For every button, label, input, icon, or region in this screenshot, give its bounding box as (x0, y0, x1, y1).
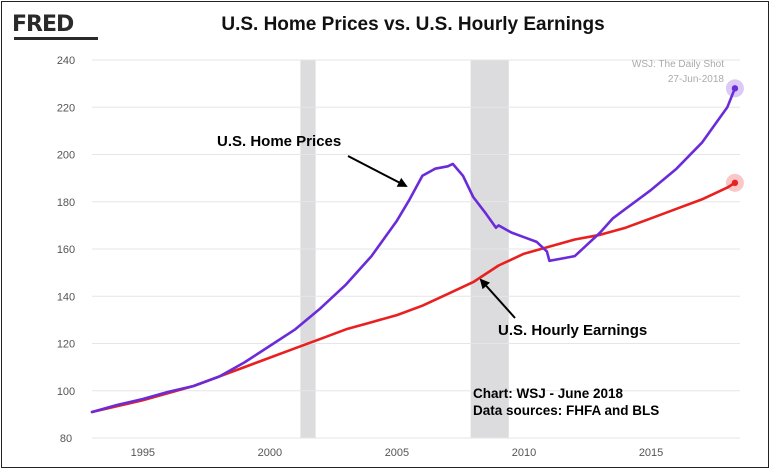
home-prices-arrow (347, 155, 408, 187)
hourly-earnings-label: U.S. Hourly Earnings (498, 322, 647, 339)
x-tick-label-2000: 2000 (258, 447, 282, 459)
data-sources-note: Data sources: FHFA and BLS (473, 403, 659, 418)
home-prices-end-point (731, 85, 739, 92)
x-tick-label-2015: 2015 (639, 447, 663, 459)
chart-title: U.S. Home Prices vs. U.S. Hourly Earning… (221, 14, 605, 35)
watermark-date: 27-Jun-2018 (668, 74, 725, 85)
y-tick-label-80: 80 (60, 433, 72, 445)
hourly-earnings-arrow (479, 278, 516, 319)
fred-logo: FRED (12, 12, 74, 37)
x-axis-ticks: 1995 2000 2005 2010 2015 (131, 447, 664, 459)
y-tick-label-120: 120 (57, 339, 75, 351)
fred-logo-underline (14, 37, 98, 40)
series-lines (90, 87, 737, 414)
hourly-earnings-end-point (731, 179, 739, 187)
chart-source-credit: Chart: WSJ - June 2018 (473, 386, 624, 401)
y-tick-label-140: 140 (57, 291, 75, 303)
y-tick-label-240: 240 (57, 55, 75, 67)
x-tick-label-1995: 1995 (131, 447, 155, 459)
y-axis-ticks: 80 100 120 140 160 180 200 220 240 (57, 55, 75, 445)
y-tick-label-160: 160 (57, 244, 75, 256)
x-tick-label-2005: 2005 (385, 447, 409, 459)
home-prices-line (90, 87, 737, 414)
gridlines (92, 59, 740, 439)
watermark-source: WSJ: The Daily Shot (632, 59, 724, 70)
y-tick-label-200: 200 (57, 150, 75, 162)
y-tick-label-100: 100 (57, 386, 75, 398)
home-prices-label: U.S. Home Prices (217, 133, 341, 150)
hourly-earnings-line (90, 181, 737, 414)
y-tick-label-220: 220 (57, 102, 75, 114)
y-tick-label-180: 180 (57, 197, 75, 209)
x-tick-label-2010: 2010 (512, 447, 536, 459)
series-endpoints (725, 79, 744, 192)
